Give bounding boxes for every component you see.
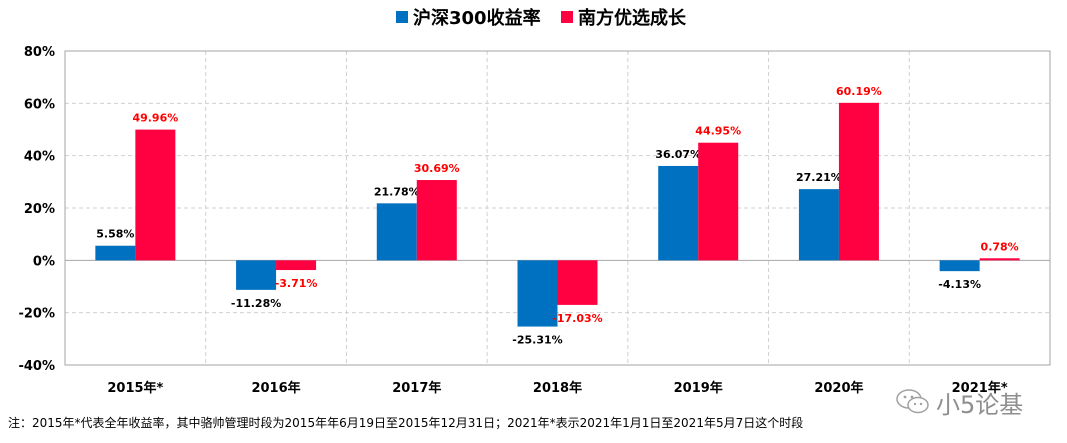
bar (557, 260, 598, 305)
legend-label-hs300: 沪深300收益率 (413, 7, 541, 29)
bar (517, 260, 558, 327)
data-label: 44.95% (695, 125, 741, 138)
data-label: 5.58% (96, 228, 134, 241)
data-label: -11.28% (231, 297, 281, 310)
y-tick-label: 60% (24, 97, 55, 112)
y-tick-label: 40% (24, 150, 55, 165)
data-label: -17.03% (552, 312, 602, 325)
footnote: 注：2015年*代表全年收益率，其中骆帅管理时段为2015年年6月19日至201… (8, 416, 804, 430)
data-label: 21.78% (374, 185, 420, 198)
bar (376, 203, 417, 261)
x-tick-label: 2021年* (952, 380, 1008, 396)
watermark: 小5论基 (896, 382, 1056, 422)
data-label: 27.21% (796, 171, 842, 184)
y-tick-label: 20% (24, 202, 55, 217)
data-label: 30.69% (414, 162, 460, 175)
bar (939, 260, 980, 272)
x-tick-label: 2019年 (674, 380, 723, 396)
data-label: -4.13% (938, 278, 981, 291)
wechat-icon (896, 389, 929, 414)
data-label: 60.19% (836, 85, 882, 98)
watermark-text: 小5论基 (936, 390, 1024, 419)
bar (276, 260, 317, 271)
x-tick-label: 2016年 (251, 380, 300, 396)
bar (698, 142, 739, 261)
plot-area: 80% 60% 40% 20% 0% -20% -40% 2015年* 2016年 2017年 20… (18, 45, 1051, 396)
bar (798, 189, 839, 261)
data-label: 36.07% (655, 148, 701, 161)
legend-swatch-hs300 (396, 11, 408, 23)
bar (236, 260, 277, 290)
bar (658, 165, 699, 261)
bar (416, 180, 457, 261)
data-label: 49.96% (132, 112, 178, 125)
y-tick-label: -40% (18, 359, 55, 374)
y-tick-label: 80% (24, 45, 55, 60)
data-label: -3.71% (275, 277, 318, 290)
bar (95, 245, 136, 261)
plot-border (64, 50, 1051, 366)
legend-label-nanfang: 南方优选成长 (578, 7, 687, 29)
y-tick-label: 0% (33, 254, 55, 269)
bar (979, 258, 1020, 261)
x-tick-label: 2020年 (814, 380, 863, 396)
y-tick-label: -20% (18, 307, 55, 322)
data-label: -25.31% (512, 334, 562, 347)
bar (838, 102, 879, 261)
x-tick-label: 2017年 (392, 380, 441, 396)
x-tick-label: 2018年 (533, 380, 582, 396)
data-label: 0.78% (981, 240, 1019, 253)
chart-legend: 沪深300收益率 南方优选成长 (396, 7, 687, 29)
bar (135, 129, 176, 261)
legend-swatch-nanfang (561, 11, 573, 23)
x-tick-label: 2015年* (107, 380, 163, 396)
